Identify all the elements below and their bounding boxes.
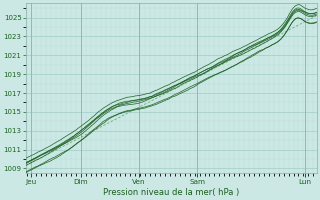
- X-axis label: Pression niveau de la mer( hPa ): Pression niveau de la mer( hPa ): [103, 188, 239, 197]
